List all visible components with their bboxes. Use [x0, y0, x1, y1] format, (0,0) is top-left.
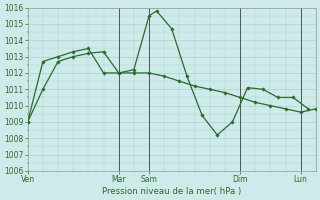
- X-axis label: Pression niveau de la mer( hPa ): Pression niveau de la mer( hPa ): [102, 187, 241, 196]
